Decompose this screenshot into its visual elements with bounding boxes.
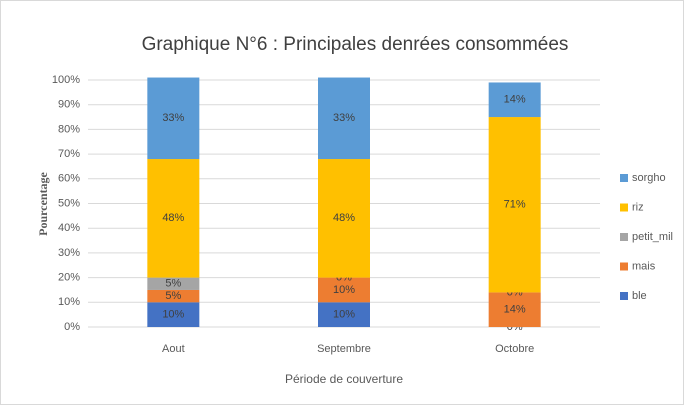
data-label: 14% xyxy=(504,304,526,316)
data-label: 10% xyxy=(333,309,355,321)
y-tick-label: 60% xyxy=(58,173,80,185)
y-tick-label: 30% xyxy=(58,247,80,259)
data-label: 48% xyxy=(162,212,184,224)
legend-swatch xyxy=(620,174,628,182)
data-label: 10% xyxy=(162,309,184,321)
x-axis-title: Période de couverture xyxy=(285,372,403,386)
bar-segment xyxy=(147,277,200,290)
bar-segment xyxy=(488,82,541,118)
y-tick-label: 70% xyxy=(58,148,80,160)
x-tick-label: Septembre xyxy=(317,343,371,355)
data-label: 5% xyxy=(165,290,181,302)
y-axis-title: Pourcentage xyxy=(36,171,50,235)
legend-swatch xyxy=(620,203,628,212)
legend-label: mais xyxy=(632,260,656,272)
x-tick-label: Octobre xyxy=(495,343,534,355)
bar-segment xyxy=(147,302,200,327)
legend-label: sorgho xyxy=(632,172,666,184)
y-tick-label: 20% xyxy=(58,272,80,284)
bar-segment xyxy=(488,292,541,327)
data-label: 5% xyxy=(165,278,181,290)
bar-segment xyxy=(147,289,200,303)
legend-label: riz xyxy=(632,201,644,213)
legend-swatch xyxy=(620,262,628,271)
y-tick-label: 100% xyxy=(52,74,80,86)
x-tick-label: Aout xyxy=(162,343,185,355)
bar-segment xyxy=(318,159,370,278)
bar-segment xyxy=(318,77,370,160)
data-label: 33% xyxy=(162,112,184,124)
bar-segment xyxy=(147,77,200,160)
y-tick-label: 40% xyxy=(58,222,80,234)
data-label: 14% xyxy=(504,94,526,106)
y-tick-label: 10% xyxy=(58,296,80,308)
bar-segment xyxy=(488,117,541,293)
bar-segment xyxy=(147,159,200,278)
data-label: 48% xyxy=(333,212,355,224)
y-tick-label: 90% xyxy=(58,99,80,111)
legend-swatch xyxy=(620,292,628,300)
legend-label: petit_mil xyxy=(632,231,673,243)
y-tick-label: 80% xyxy=(58,123,80,135)
legend-label: ble xyxy=(632,290,647,302)
y-tick-label: 50% xyxy=(58,197,80,209)
chart-title: Graphique N°6 : Principales denrées cons… xyxy=(142,34,569,55)
data-label: 10% xyxy=(333,284,355,296)
y-tick-label: 0% xyxy=(64,321,80,333)
data-label: 71% xyxy=(504,199,526,211)
bar-segment xyxy=(318,277,370,303)
bar-segment xyxy=(318,302,370,327)
legend-swatch xyxy=(620,233,628,241)
data-label: 33% xyxy=(333,112,355,124)
